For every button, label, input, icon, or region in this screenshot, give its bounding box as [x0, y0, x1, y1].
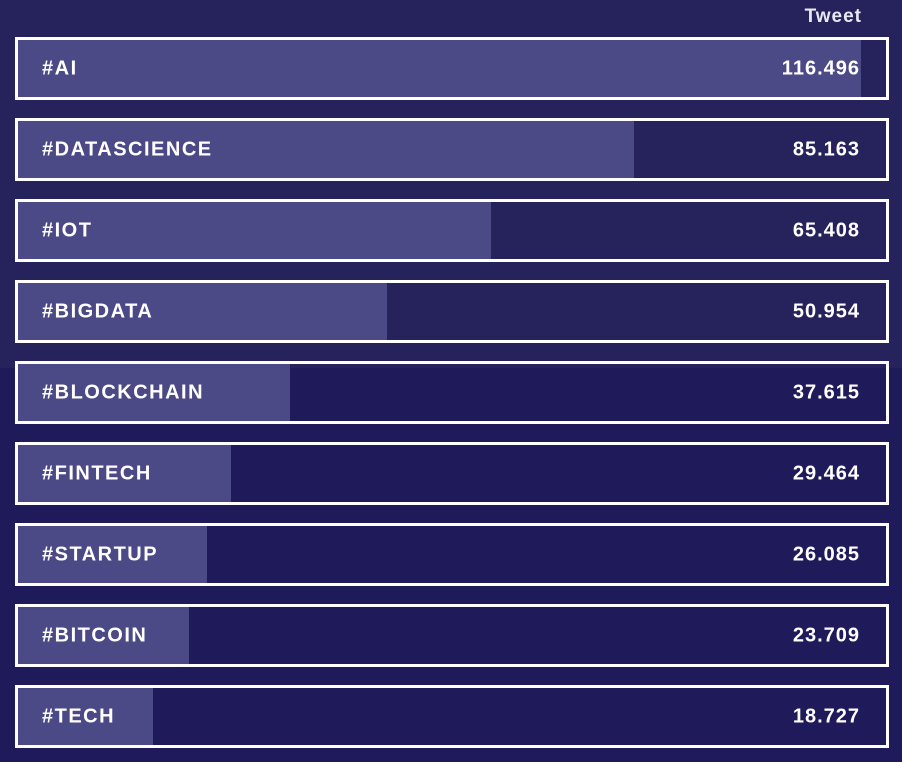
- category-label: #DATASCIENCE: [42, 138, 213, 160]
- bar: [18, 364, 290, 421]
- data-label: 50.954: [792, 300, 860, 322]
- bar-row: #BIGDATA 50.954: [15, 280, 889, 343]
- bar-row: #TECH 18.727: [15, 685, 889, 748]
- bar-row: #DATASCIENCE 85.163: [15, 118, 889, 181]
- bar-row: #BITCOIN 23.709: [15, 604, 889, 667]
- value-column-header: Tweet: [804, 6, 862, 27]
- data-label: 65.408: [792, 219, 860, 241]
- bar: [18, 202, 491, 259]
- data-label: 116.496: [781, 57, 860, 79]
- category-label: #AI: [42, 57, 78, 79]
- bar-row: #AI 116.496: [15, 37, 889, 100]
- bar: [18, 283, 387, 340]
- category-label: #BITCOIN: [42, 624, 148, 646]
- bar: [18, 526, 207, 583]
- bar-row: #BLOCKCHAIN 37.615: [15, 361, 889, 424]
- data-label: 23.709: [792, 624, 860, 646]
- data-label: 18.727: [792, 705, 860, 727]
- bar: [18, 688, 153, 745]
- bar-row: #STARTUP 26.085: [15, 523, 889, 586]
- category-label: #IOT: [42, 219, 93, 241]
- bar-row: #FINTECH 29.464: [15, 442, 889, 505]
- data-label: 85.163: [792, 138, 860, 160]
- data-label: 29.464: [792, 462, 860, 484]
- data-label: 26.085: [792, 543, 860, 565]
- bar: [18, 40, 861, 97]
- bar: [18, 445, 231, 502]
- bar-chart: #AI 116.496 #DATASCIENCE 85.163 #IOT 65.408 #B…: [15, 37, 889, 766]
- bar-row: #IOT 65.408: [15, 199, 889, 262]
- category-label: #BLOCKCHAIN: [42, 381, 205, 403]
- bar: [18, 121, 634, 178]
- category-label: #STARTUP: [42, 543, 159, 565]
- bar: [18, 607, 189, 664]
- data-label: 37.615: [792, 381, 860, 403]
- category-label: #BIGDATA: [42, 300, 154, 322]
- category-label: #FINTECH: [42, 462, 152, 484]
- category-label: #TECH: [42, 705, 116, 727]
